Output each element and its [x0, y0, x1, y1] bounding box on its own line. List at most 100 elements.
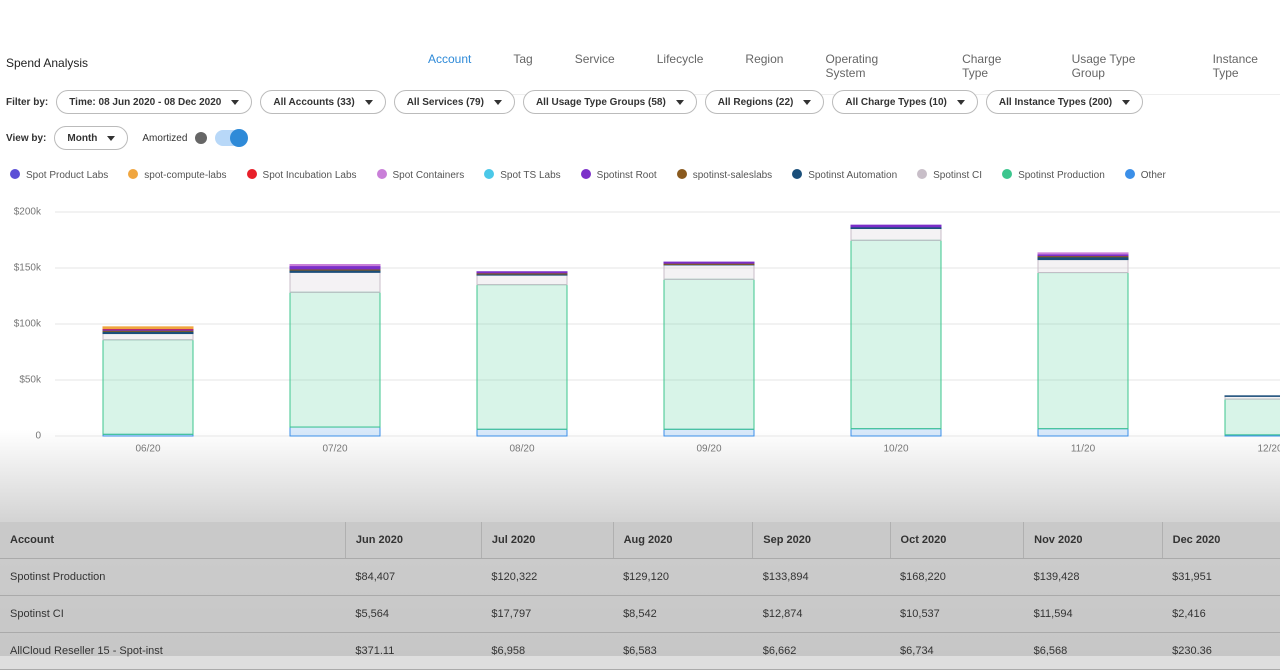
bar-segment: [289, 426, 381, 437]
legend-label: Spotinst Root: [596, 170, 657, 181]
table-row: Spotinst Production $84,407 $120,322 $129,1…: [0, 558, 1280, 596]
legend-dot: [917, 169, 928, 179]
tab[interactable]: Instance Type: [1212, 52, 1258, 80]
table-cell: $84,407: [345, 558, 482, 596]
legend-label: Spotinst Automation: [808, 170, 898, 181]
x-tick-label: 10/20: [883, 444, 908, 455]
table-cell: $6,958: [481, 632, 614, 670]
legend-label: Spot TS Labs: [500, 170, 561, 181]
filters: Filter by: Time: 08 Jun 2020 - 08 Dec 20…: [6, 90, 1144, 114]
legend-item[interactable]: spotinst-saleslabs: [676, 169, 772, 181]
table-cell: $168,220: [890, 558, 1024, 596]
filter-dropdown[interactable]: All Accounts (33): [260, 90, 386, 114]
legend: Spot Product Labs spot-compute-labs Spot I…: [10, 169, 1166, 181]
tabs: Account Tag Service Lifecycle Region Operatin…: [407, 46, 1280, 95]
table-cell: $139,428: [1023, 558, 1163, 596]
x-tick-label: 08/20: [509, 444, 534, 455]
tab[interactable]: Lifecycle: [656, 52, 704, 66]
table-cell: $6,568: [1023, 632, 1163, 670]
x-tick-label: 09/20: [696, 444, 721, 455]
bar-segment: [1224, 395, 1280, 397]
column-header: Nov 2020: [1023, 522, 1163, 559]
table-cell: Spotinst CI: [0, 595, 346, 633]
table-cell: $17,797: [481, 595, 614, 633]
filter-dropdown[interactable]: All Regions (22): [704, 90, 825, 114]
x-tick-label: 06/20: [135, 444, 160, 455]
table-cell: $371.11: [345, 632, 482, 670]
chart: 0 $50k $100k $150k $200k 06/20 07/20 08/20 09/20…: [14, 207, 1280, 455]
bar-segment: [289, 271, 381, 293]
table-cell: AllCloud Reseller 15 - Spot-inst: [0, 632, 346, 670]
tab[interactable]: Charge Type: [962, 52, 1002, 80]
tab[interactable]: Usage Type Group: [1071, 52, 1136, 80]
legend-dot: [10, 169, 20, 179]
table-cell: $6,662: [752, 632, 891, 670]
page-title: Spend Analysis: [6, 56, 89, 70]
legend-label: Spot Incubation Labs: [262, 170, 357, 181]
bar-segment: [289, 264, 381, 267]
legend-item[interactable]: Spotinst CI: [917, 169, 982, 181]
legend-item[interactable]: Spotinst Root: [580, 169, 657, 181]
legend-item[interactable]: Spotinst Automation: [792, 169, 897, 181]
legend-dot: [246, 169, 257, 179]
legend-item[interactable]: Spot TS Labs: [484, 169, 561, 181]
bar-segment: [289, 265, 381, 270]
legend-dot: [484, 169, 495, 179]
legend-label: Other: [1140, 170, 1166, 181]
bar-segment: [850, 428, 942, 437]
tab[interactable]: Service: [574, 52, 615, 66]
y-tick-label: $200k: [14, 207, 42, 218]
filter-dropdown[interactable]: All Charge Types (10): [832, 90, 978, 114]
table-cell: $2,416: [1162, 595, 1280, 633]
bar-segment: [1224, 398, 1280, 436]
column-header: Aug 2020: [613, 522, 754, 559]
filter-dropdown[interactable]: All Usage Type Groups (58): [522, 90, 697, 114]
column-header: Jul 2020: [481, 522, 614, 559]
legend-item[interactable]: Spotinst Production: [1002, 169, 1105, 181]
bar-segment: [289, 291, 381, 428]
legend-dot: [128, 169, 139, 179]
amortized-toggle[interactable]: [215, 129, 249, 147]
time-filter[interactable]: Time: 08 Jun 2020 - 08 Dec 2020: [56, 90, 253, 114]
bar-segment: [1037, 272, 1129, 430]
table-cell: $5,564: [345, 595, 482, 633]
table-row: AllCloud Reseller 15 - Spot-inst $371.11 $…: [0, 632, 1280, 670]
table: Account Jun 2020 Jul 2020 Aug 2020 Sep 2020 O…: [0, 522, 1280, 670]
legend-item[interactable]: Spot Containers: [376, 169, 464, 181]
view-controls: View by: Month Amortized: [6, 126, 249, 150]
info-icon: [195, 132, 208, 144]
table-cell: $120,322: [481, 558, 614, 596]
tab[interactable]: Account: [407, 46, 493, 94]
bar-segment: [1037, 252, 1129, 255]
legend-item[interactable]: Spot Product Labs: [10, 169, 108, 181]
table-cell: Spotinst Production: [0, 558, 346, 596]
tab[interactable]: Region: [745, 52, 784, 66]
bar-segment: [663, 264, 755, 280]
tab[interactable]: Operating System: [825, 52, 879, 80]
legend-item[interactable]: Spot Incubation Labs: [246, 169, 357, 181]
legend-label: spot-compute-labs: [144, 170, 227, 181]
bar-segment: [476, 428, 568, 437]
bar-segment: [850, 228, 942, 241]
y-tick-label: $50k: [19, 375, 42, 386]
legend-dot: [580, 169, 591, 179]
period-select[interactable]: Month: [54, 126, 129, 150]
bar-segment: [663, 278, 755, 430]
table-cell: $230.36: [1162, 632, 1280, 670]
page: Spend Analysis Account Tag Service Lifecycl…: [0, 0, 1280, 656]
filter-dropdown[interactable]: All Services (79): [393, 90, 515, 114]
legend-label: Spotinst CI: [933, 170, 983, 181]
tab[interactable]: Tag: [513, 52, 533, 66]
column-header: Sep 2020: [752, 522, 891, 559]
y-tick-label: 0: [35, 431, 41, 442]
bar-segment: [476, 271, 568, 274]
bar-segment: [850, 239, 942, 430]
bar-segment: [102, 333, 194, 341]
legend-dot: [376, 169, 387, 179]
filter-dropdown[interactable]: All Instance Types (200): [985, 90, 1144, 114]
legend-dot: [1124, 169, 1135, 179]
column-header: Account: [0, 522, 346, 559]
legend-item[interactable]: spot-compute-labs: [128, 169, 227, 181]
amortized-label: Amortized: [142, 132, 188, 144]
legend-item[interactable]: Other: [1124, 169, 1166, 181]
